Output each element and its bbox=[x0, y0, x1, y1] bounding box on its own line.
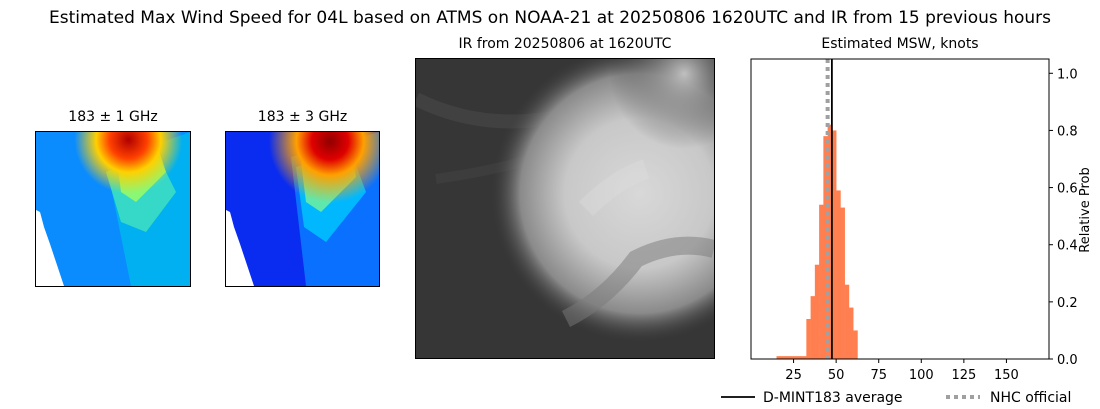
histogram-bar-15 bbox=[840, 207, 845, 359]
histogram-bar-14 bbox=[836, 190, 841, 359]
histogram-bar-9 bbox=[814, 264, 820, 359]
mw1-image bbox=[35, 131, 191, 287]
y-axis-label: Relative Prob bbox=[1078, 167, 1093, 252]
y-tick-label: 0.0 bbox=[1057, 353, 1078, 368]
legend-average-label: D-MINT183 average bbox=[763, 390, 903, 406]
chart-title: Estimated MSW, knots bbox=[821, 36, 979, 52]
histogram-bar-12 bbox=[827, 124, 833, 359]
y-tick-label: 0.2 bbox=[1057, 296, 1078, 311]
histogram-bar-13 bbox=[831, 130, 837, 359]
histogram-bar-3 bbox=[789, 356, 794, 359]
x-tick-label: 25 bbox=[785, 368, 802, 383]
histogram-bar-7 bbox=[806, 319, 811, 359]
figure-title: Estimated Max Wind Speed for 04L based o… bbox=[49, 8, 1051, 28]
y-tick-label: 1.0 bbox=[1057, 67, 1078, 82]
histogram-bar-2 bbox=[785, 356, 790, 359]
y-tick-label: 0.8 bbox=[1057, 124, 1078, 139]
ir-image bbox=[415, 58, 715, 359]
y-tick-label: 0.4 bbox=[1057, 239, 1078, 254]
histogram-bar-8 bbox=[810, 296, 816, 359]
histogram-bar-0 bbox=[776, 356, 782, 359]
x-tick-label: 100 bbox=[909, 368, 934, 383]
mw3-image bbox=[225, 131, 380, 287]
histogram-bar-16 bbox=[844, 284, 850, 359]
histogram-bar-5 bbox=[797, 356, 803, 359]
histogram-bar-11 bbox=[823, 136, 828, 359]
x-tick-label: 50 bbox=[828, 368, 845, 383]
mw1-title: 183 ± 1 GHz bbox=[68, 109, 158, 125]
histogram-bar-1 bbox=[780, 356, 786, 359]
ir-title: IR from 20250806 at 1620UTC bbox=[458, 36, 672, 52]
histogram-chart: 25 50 75 100 125 150 0.0 0.2 0.4 0.6 0.8 1.0 Relat… bbox=[721, 58, 1093, 406]
histogram-bar-17 bbox=[848, 307, 854, 359]
plot-frame bbox=[750, 58, 1050, 360]
mw3-title: 183 ± 3 GHz bbox=[257, 109, 348, 125]
y-tick-label: 0.6 bbox=[1057, 182, 1078, 197]
x-tick-label: 125 bbox=[951, 368, 976, 383]
histogram-bar-6 bbox=[802, 356, 807, 359]
histogram-bar-10 bbox=[819, 204, 824, 359]
legend-nhc-label: NHC official bbox=[990, 390, 1071, 406]
histogram-bar-4 bbox=[793, 356, 799, 359]
histogram-bar-18 bbox=[853, 330, 858, 359]
x-tick-label: 150 bbox=[994, 368, 1019, 383]
x-tick-label: 75 bbox=[870, 368, 887, 383]
